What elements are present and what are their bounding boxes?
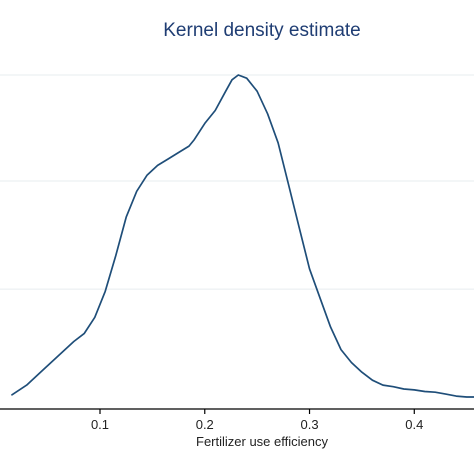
grid-lines bbox=[0, 74, 474, 290]
x-axis-title: Fertilizer use efficiency bbox=[196, 434, 328, 449]
x-tick-label-3: 0.4 bbox=[405, 417, 423, 432]
x-tick-label-0: 0.1 bbox=[91, 417, 109, 432]
x-tick-label-2: 0.3 bbox=[300, 417, 318, 432]
chart-title: Kernel density estimate bbox=[163, 20, 361, 41]
x-tick-label-1: 0.2 bbox=[196, 417, 214, 432]
x-axis-ticks: 0.1 0.2 0.3 0.4 bbox=[91, 409, 423, 432]
density-curve-0 bbox=[11, 74, 474, 398]
plot-area bbox=[11, 74, 474, 398]
